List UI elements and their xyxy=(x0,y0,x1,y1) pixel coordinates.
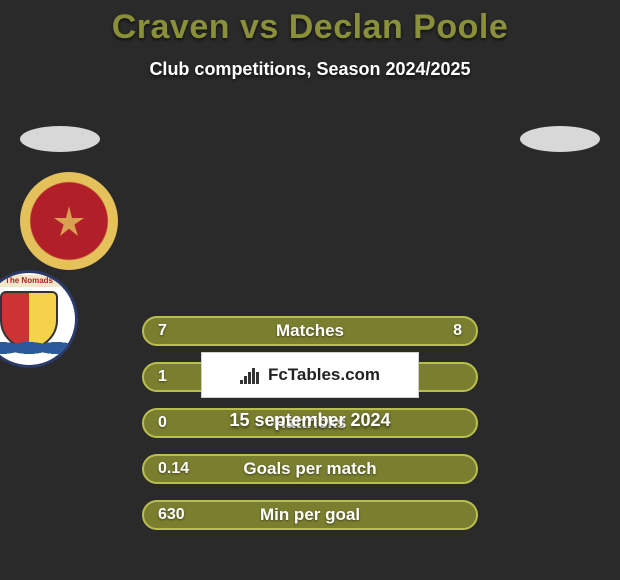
watermark-text: FcTables.com xyxy=(268,365,380,385)
stat-bar-goals-per-match: 0.14 Goals per match xyxy=(142,454,478,484)
date-line: 15 september 2024 xyxy=(0,410,620,431)
stat-label: Goals per match xyxy=(144,456,476,482)
subtitle: Club competitions, Season 2024/2025 xyxy=(0,59,620,80)
player-right-oval xyxy=(520,126,600,152)
club-logo-left xyxy=(20,172,118,270)
club-right-banner: The Nomads xyxy=(0,275,72,287)
stats-area: The Nomads 7 Matches 8 1 Goals 0 Hattric… xyxy=(0,120,620,546)
stat-label: Min per goal xyxy=(144,502,476,528)
watermark: FcTables.com xyxy=(201,352,419,398)
stat-bar-matches: 7 Matches 8 xyxy=(142,316,478,346)
stat-label: Matches xyxy=(144,318,476,344)
stat-bar-min-per-goal: 630 Min per goal xyxy=(142,500,478,530)
stat-right-value: 8 xyxy=(453,318,462,344)
page-title: Craven vs Declan Poole xyxy=(0,0,620,47)
chart-bars-icon xyxy=(240,366,262,384)
club-logo-right: The Nomads xyxy=(0,270,78,368)
player-left-oval xyxy=(20,126,100,152)
